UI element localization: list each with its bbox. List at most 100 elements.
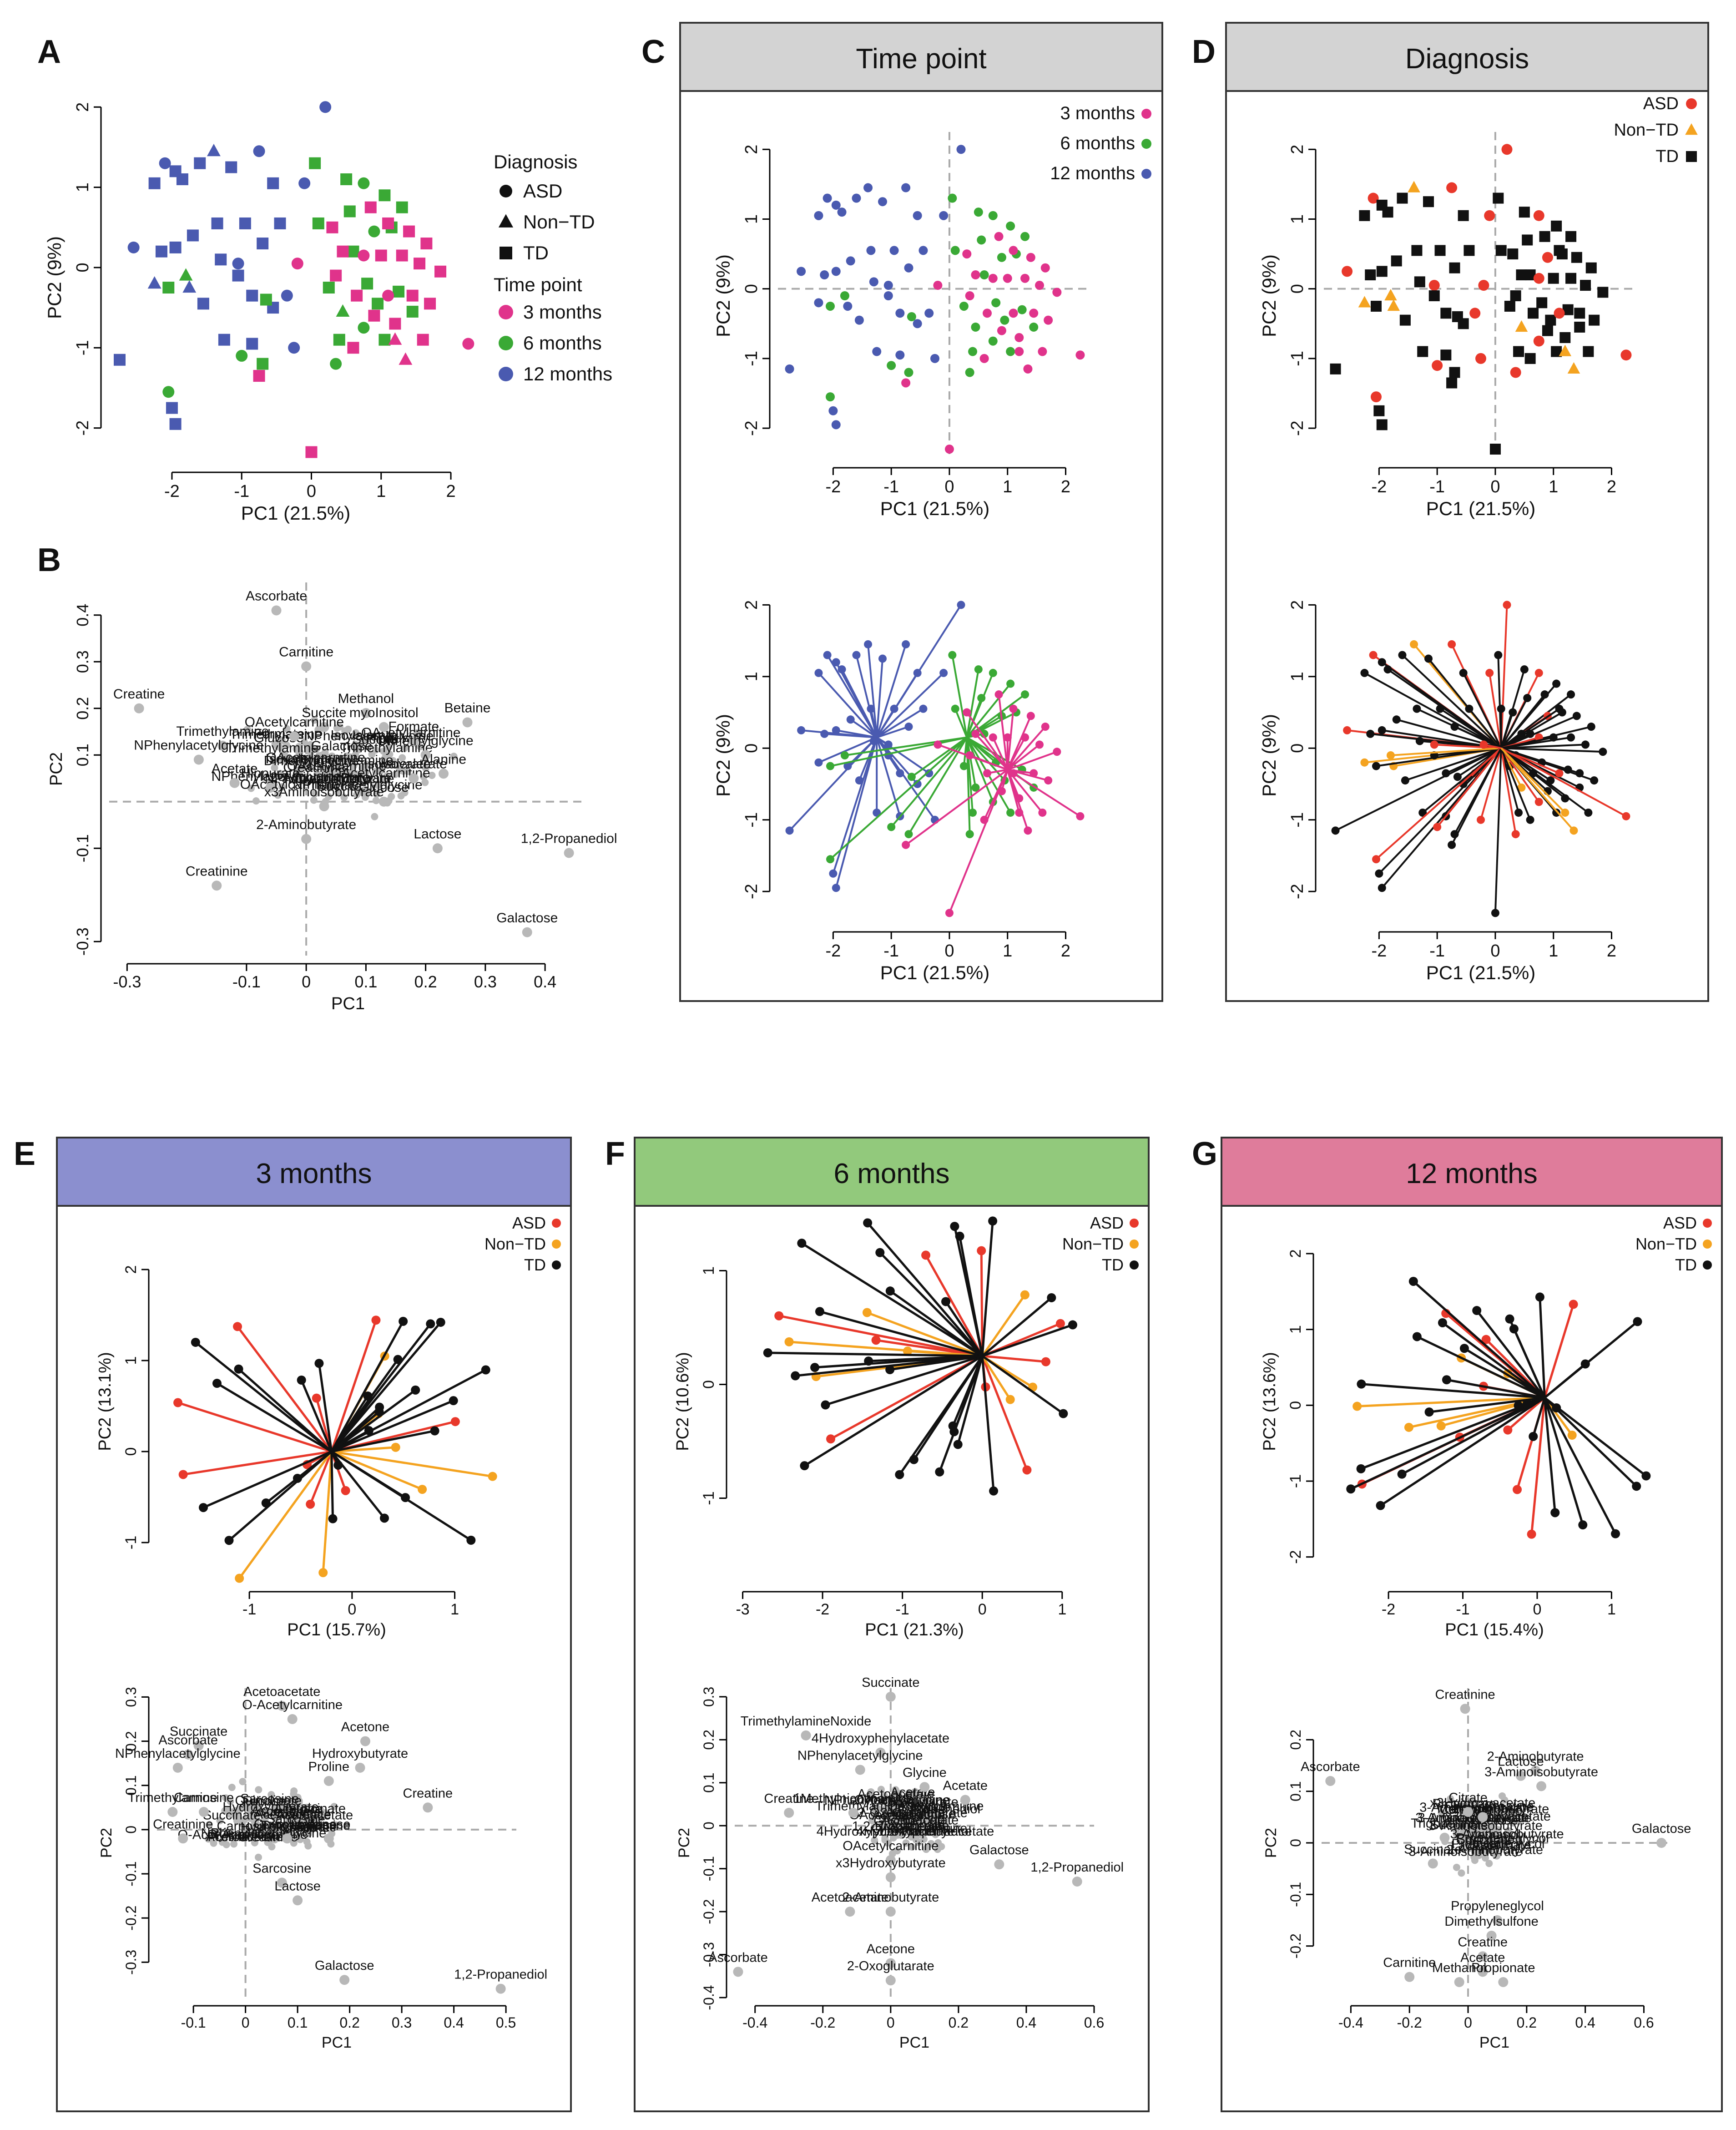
loading-label: 2-Aminobutyrate bbox=[256, 817, 356, 832]
loading-label: TrimethylamineNoxide bbox=[815, 1799, 946, 1813]
x-tick-label: 0.3 bbox=[392, 2014, 412, 2031]
spider-line bbox=[1007, 769, 1049, 782]
loading-label: Ascorbate bbox=[1301, 1760, 1360, 1774]
loading-point bbox=[346, 781, 354, 789]
y-tick-label: 0 bbox=[742, 744, 761, 753]
loading-point bbox=[1465, 1845, 1473, 1852]
data-point-square bbox=[323, 282, 335, 294]
spider-line bbox=[1543, 1397, 1584, 1525]
loading-label: Galactose bbox=[311, 739, 372, 754]
x-axis-title: PC1 bbox=[1479, 2034, 1509, 2051]
loading-point bbox=[216, 1817, 224, 1825]
loading-point bbox=[1536, 1781, 1547, 1791]
x-tick-label: -0.4 bbox=[1338, 2014, 1363, 2031]
loading-point bbox=[1490, 1809, 1498, 1817]
spider-line bbox=[1357, 1396, 1545, 1408]
loading-point bbox=[308, 756, 316, 764]
loading-point bbox=[242, 1803, 250, 1811]
loading-point bbox=[462, 717, 473, 728]
loading-label: Succinate bbox=[862, 1675, 919, 1690]
data-point-square bbox=[113, 354, 126, 366]
data-point bbox=[178, 1470, 188, 1479]
y-tick-label: 0.2 bbox=[701, 1730, 717, 1750]
loading-label: Glycine bbox=[873, 1814, 918, 1828]
legend-swatch bbox=[499, 305, 513, 319]
legend-swatch bbox=[552, 1240, 561, 1249]
loading-label: Acetoacetate bbox=[812, 1890, 888, 1905]
loading-point bbox=[1460, 1704, 1470, 1714]
y-tick-label: -2 bbox=[742, 420, 761, 436]
data-point bbox=[1346, 1484, 1356, 1494]
data-point-square bbox=[375, 249, 387, 262]
loading-label: Trimethylamine bbox=[176, 724, 269, 739]
data-point bbox=[1561, 808, 1569, 817]
y-tick-label: -0.2 bbox=[1287, 1933, 1304, 1958]
data-point-square bbox=[1524, 353, 1536, 364]
spider-line bbox=[238, 1451, 333, 1579]
data-point bbox=[1641, 1471, 1651, 1481]
loading-label: Creatinine bbox=[283, 760, 345, 775]
data-point bbox=[977, 235, 986, 245]
data-point-square bbox=[267, 177, 279, 189]
data-point bbox=[1044, 315, 1053, 325]
spider-line bbox=[1451, 748, 1502, 845]
loading-point bbox=[885, 1872, 896, 1882]
x-tick-label: 0.2 bbox=[949, 2014, 969, 2031]
x-tick-label: 0.3 bbox=[474, 972, 497, 991]
data-point bbox=[924, 309, 934, 318]
loading-point bbox=[298, 777, 305, 784]
data-point bbox=[951, 704, 959, 713]
spider-line bbox=[1006, 737, 1026, 770]
legend-label: TD bbox=[1675, 1255, 1697, 1274]
loading-point bbox=[871, 1811, 878, 1819]
spider-line bbox=[1544, 1320, 1639, 1399]
loading-point bbox=[409, 736, 419, 746]
data-point-square bbox=[396, 249, 408, 262]
data-point bbox=[852, 193, 861, 203]
data-point bbox=[1446, 182, 1458, 193]
data-point bbox=[1620, 349, 1632, 361]
loading-point bbox=[359, 735, 367, 743]
loading-label: Dimethylglycine bbox=[378, 733, 474, 748]
data-point bbox=[1376, 1501, 1385, 1510]
loading-label: Creatinine bbox=[261, 1805, 321, 1820]
data-point-triangle bbox=[1685, 123, 1698, 135]
data-point-square bbox=[1519, 207, 1530, 218]
data-point bbox=[1006, 221, 1015, 231]
data-point bbox=[1368, 192, 1379, 204]
data-point bbox=[831, 420, 841, 430]
data-point bbox=[785, 826, 794, 835]
loading-point bbox=[323, 1833, 334, 1844]
spider-line bbox=[801, 1242, 983, 1357]
data-point bbox=[988, 273, 998, 283]
spider-line bbox=[824, 733, 877, 739]
y-tick-label: 0.1 bbox=[701, 1773, 717, 1793]
spider-line bbox=[1500, 747, 1575, 831]
loading-point bbox=[733, 1967, 743, 1977]
loading-point bbox=[282, 1833, 293, 1844]
x-tick-label: 2 bbox=[1061, 477, 1070, 496]
x-tick-label: 0.6 bbox=[1084, 2014, 1104, 2031]
data-point bbox=[1038, 347, 1047, 356]
loading-point bbox=[340, 794, 348, 801]
spider-line bbox=[1007, 769, 1043, 814]
loading-label: Succinate bbox=[170, 1724, 227, 1739]
spider-line bbox=[876, 708, 924, 739]
loading-point bbox=[212, 880, 222, 891]
data-point-square bbox=[500, 247, 512, 259]
loading-point bbox=[423, 1802, 433, 1813]
data-point bbox=[162, 386, 175, 398]
spider-line bbox=[1543, 1397, 1556, 1513]
x-tick-label: 2 bbox=[1607, 941, 1616, 961]
data-point-square bbox=[1528, 308, 1539, 319]
loading-point bbox=[313, 770, 321, 778]
data-point-square bbox=[343, 205, 356, 218]
data-point-square bbox=[1565, 231, 1577, 242]
loading-label: Propyleneglycol bbox=[1452, 1837, 1545, 1851]
spider-line bbox=[835, 737, 878, 888]
data-point bbox=[1533, 335, 1544, 347]
data-point-square bbox=[215, 253, 227, 266]
data-point-square bbox=[1539, 231, 1550, 242]
data-point-square bbox=[1397, 192, 1408, 204]
spider-line bbox=[265, 1451, 333, 1504]
